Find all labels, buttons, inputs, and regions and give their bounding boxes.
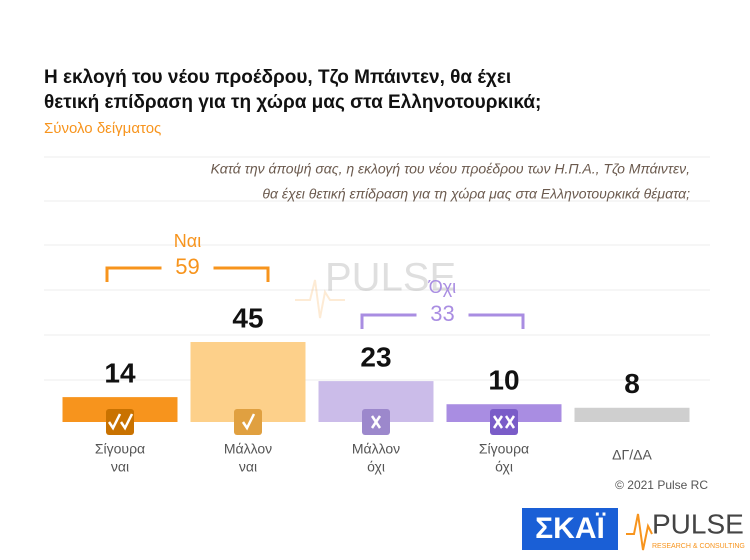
bar xyxy=(190,342,306,422)
copyright: © 2021 Pulse RC xyxy=(615,478,708,492)
pulse-sub: RESEARCH & CONSULTING xyxy=(652,543,745,550)
value-label: 14 xyxy=(104,358,136,389)
value-label: 10 xyxy=(488,365,519,396)
watermark: PULSE xyxy=(295,256,456,319)
bracket xyxy=(105,266,162,282)
icon-mark xyxy=(492,415,504,429)
watermark-text: PULSE xyxy=(325,256,456,300)
x-tick-label: Μάλλον xyxy=(352,441,400,457)
value-label: 8 xyxy=(624,368,640,399)
icon-mark xyxy=(504,415,516,429)
x-tick-label: όχι xyxy=(495,459,513,475)
question: θα έχει θετική επίδραση για τη χώρα μας … xyxy=(262,186,690,202)
group-label: Ναι xyxy=(174,231,201,251)
chart-title: θετική επίδραση για τη χώρα μας στα Ελλη… xyxy=(44,92,541,113)
x-tick-label: Μάλλον xyxy=(224,441,272,457)
bracket xyxy=(468,313,525,329)
pulse-text: PULSE xyxy=(652,508,744,539)
group-label: Όχι xyxy=(428,277,456,297)
bracket xyxy=(360,313,417,329)
skai-logo xyxy=(522,508,618,550)
icon xyxy=(490,409,518,435)
x-tick-label: όχι xyxy=(367,459,385,475)
x-tick-label: ΔΓ/ΔΑ xyxy=(612,447,652,463)
grid xyxy=(44,156,710,381)
value-label: 23 xyxy=(360,342,391,373)
x-tick-label: Σίγουρα xyxy=(479,441,529,457)
icon xyxy=(234,409,262,435)
bar xyxy=(574,407,690,422)
group-value: 59 xyxy=(175,254,199,279)
icon-mark xyxy=(119,413,134,431)
x-tick-label: ναι xyxy=(111,459,129,475)
icon-mark xyxy=(241,413,256,431)
bracket xyxy=(213,266,270,282)
question: Κατά την άποψή σας, η εκλογή του νέου πρ… xyxy=(211,161,690,177)
x-tick-label: ναι xyxy=(239,459,257,475)
chart-title: Η εκλογή του νέου προέδρου, Τζο Μπάιντεν… xyxy=(44,67,511,88)
group-value: 33 xyxy=(430,301,454,326)
value-label: 45 xyxy=(232,302,263,333)
chart-subtitle: Σύνολο δείγματος xyxy=(44,120,161,137)
x-tick-label: Σίγουρα xyxy=(95,441,145,457)
icon-mark xyxy=(107,413,122,431)
icon-mark xyxy=(370,415,382,429)
skai-text: ΣΚΑΪ xyxy=(535,512,605,545)
logos: ΣΚΑΪ PULSE RESEARCH & CONSULTING xyxy=(522,508,745,551)
